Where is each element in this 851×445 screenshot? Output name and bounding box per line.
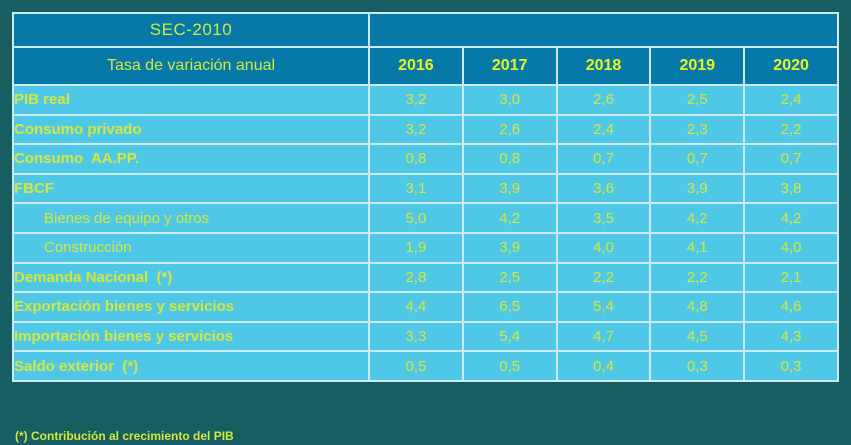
- row-label: Bienes de equipo y otros: [12, 202, 370, 234]
- value-cell: 4,2: [743, 202, 839, 234]
- value-cell: 3,9: [461, 231, 558, 264]
- value-cell: 5,0: [368, 202, 464, 234]
- table-corner-title: SEC-2010: [12, 12, 370, 48]
- value-cell: 3,5: [555, 202, 652, 234]
- value-cell: 0,8: [461, 143, 558, 175]
- year-column-header: 2020: [743, 46, 839, 86]
- value-cell: 3,8: [743, 172, 839, 205]
- footnote-contribution: (*) Contribución al crecimiento del PIB: [15, 429, 234, 443]
- value-cell: 4,1: [649, 231, 746, 264]
- value-cell: 0,7: [555, 143, 652, 175]
- year-column-header: 2018: [555, 46, 652, 86]
- value-cell: 4,7: [555, 320, 652, 353]
- value-cell: 3,3: [368, 320, 464, 353]
- value-cell: 2,5: [461, 261, 558, 294]
- value-cell: 2,3: [649, 113, 746, 146]
- year-column-header: 2019: [649, 46, 746, 86]
- value-cell: 3,0: [461, 84, 558, 116]
- table-header: SEC-2010 Tasa de variación anual 2016 201…: [12, 12, 839, 86]
- row-label: Consumo AA.PP.: [12, 143, 370, 175]
- year-column-header: 2016: [368, 46, 464, 86]
- value-cell: 4,4: [368, 291, 464, 323]
- row-label: FBCF: [12, 172, 370, 205]
- value-cell: 0,7: [743, 143, 839, 175]
- value-cell: 2,6: [555, 84, 652, 116]
- value-cell: 4,3: [743, 320, 839, 353]
- value-cell: 2,2: [743, 113, 839, 146]
- value-cell: 2,5: [649, 84, 746, 116]
- table-row: Importación bienes y servicios 3,3 5,4 4,7 4…: [12, 320, 839, 353]
- table-years-row: Tasa de variación anual 2016 2017 2018 2019…: [12, 46, 839, 86]
- value-cell: 2,1: [743, 261, 839, 294]
- value-cell: 4,8: [649, 291, 746, 323]
- annual-variation-table: SEC-2010 Tasa de variación anual 2016 201…: [12, 12, 839, 382]
- row-label: Consumo privado: [12, 113, 370, 146]
- value-cell: 5,4: [555, 291, 652, 323]
- row-label: Exportación bienes y servicios: [12, 291, 370, 323]
- value-cell: 0,3: [743, 350, 839, 382]
- table-row: Consumo privado 3,2 2,6 2,4 2,3 2,2: [12, 113, 839, 146]
- row-label: Construcción: [12, 231, 370, 264]
- row-header-title: Tasa de variación anual: [12, 46, 370, 86]
- value-cell: 0,8: [368, 143, 464, 175]
- value-cell: 4,6: [743, 291, 839, 323]
- value-cell: 2,2: [555, 261, 652, 294]
- table-row: Saldo exterior (*) 0,5 0,5 0,4 0,3 0,3: [12, 350, 839, 382]
- value-cell: 2,4: [743, 84, 839, 116]
- value-cell: 4,0: [743, 231, 839, 264]
- footnotes: (*) Contribución al crecimiento del PIB …: [15, 384, 394, 445]
- table-body: PIB real 3,2 3,0 2,6 2,5 2,4 Consumo privado 3,…: [12, 84, 839, 382]
- value-cell: 3,2: [368, 113, 464, 146]
- table-row: Demanda Nacional (*) 2,8 2,5 2,2 2,2 2,1: [12, 261, 839, 294]
- table-row: PIB real 3,2 3,0 2,6 2,5 2,4: [12, 84, 839, 116]
- value-cell: 3,6: [555, 172, 652, 205]
- value-cell: 6,5: [461, 291, 558, 323]
- year-column-header: 2017: [461, 46, 558, 86]
- table-row: Bienes de equipo y otros 5,0 4,2 3,5 4,2 4,2: [12, 202, 839, 234]
- table-row: FBCF 3,1 3,9 3,6 3,9 3,8: [12, 172, 839, 205]
- row-label: PIB real: [12, 84, 370, 116]
- value-cell: 0,5: [461, 350, 558, 382]
- value-cell: 0,3: [649, 350, 746, 382]
- value-cell: 4,2: [649, 202, 746, 234]
- row-label: Demanda Nacional (*): [12, 261, 370, 294]
- row-label: Saldo exterior (*): [12, 350, 370, 382]
- value-cell: 1,9: [368, 231, 464, 264]
- value-cell: 4,5: [649, 320, 746, 353]
- value-cell: 0,4: [555, 350, 652, 382]
- value-cell: 0,7: [649, 143, 746, 175]
- value-cell: 2,2: [649, 261, 746, 294]
- value-cell: 5,4: [461, 320, 558, 353]
- table-row: Consumo AA.PP. 0,8 0,8 0,7 0,7 0,7: [12, 143, 839, 175]
- table-row: Exportación bienes y servicios 4,4 6,5 5,4 4…: [12, 291, 839, 323]
- value-cell: 2,6: [461, 113, 558, 146]
- table-row: Construcción 1,9 3,9 4,0 4,1 4,0: [12, 231, 839, 264]
- value-cell: 4,2: [461, 202, 558, 234]
- value-cell: 2,4: [555, 113, 652, 146]
- value-cell: 4,0: [555, 231, 652, 264]
- value-cell: 3,9: [461, 172, 558, 205]
- value-cell: 0,5: [368, 350, 464, 382]
- value-cell: 3,9: [649, 172, 746, 205]
- value-cell: 2,8: [368, 261, 464, 294]
- value-cell: 3,1: [368, 172, 464, 205]
- value-cell: 3,2: [368, 84, 464, 116]
- row-label: Importación bienes y servicios: [12, 320, 370, 353]
- table-title-row: SEC-2010: [12, 12, 839, 48]
- table-title-empty-cell: [368, 12, 839, 48]
